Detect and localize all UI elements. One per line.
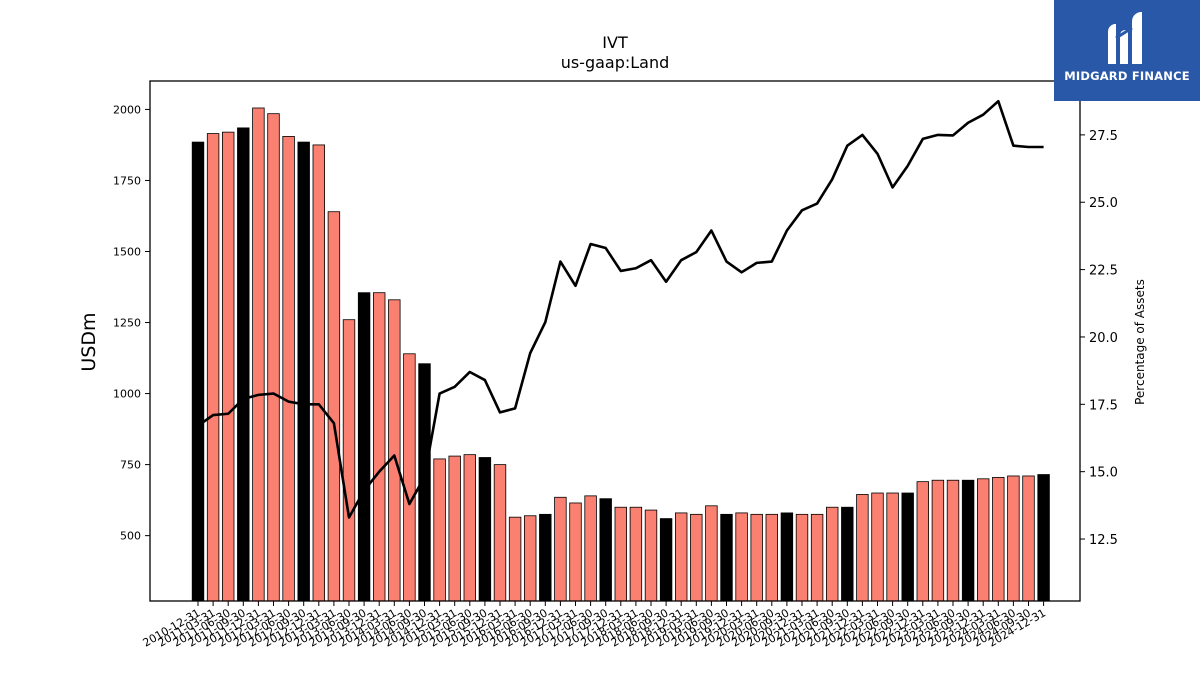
right-tick-label: 27.5 <box>1089 129 1118 144</box>
bar-2021-06-30 <box>826 506 839 602</box>
bar-2017-12-31 <box>614 506 628 602</box>
x-axis-ticks: 2010-12-312011-03-312011-06-302011-09-30… <box>141 601 1048 650</box>
bar-2016-06-30 <box>524 515 537 602</box>
bar-2018-09-30 <box>659 518 673 602</box>
chart-title: IVT <box>602 33 628 52</box>
left-tick-label: 1750 <box>113 174 141 187</box>
bar-2024-12-31 <box>1037 474 1050 602</box>
bar-2015-03-31 <box>448 455 461 602</box>
bar-2017-09-30 <box>599 498 612 602</box>
bar-2018-06-30 <box>644 509 658 602</box>
left-tick-label: 1500 <box>113 245 141 258</box>
bar-2022-09-30 <box>901 492 914 602</box>
chart-subtitle: us-gaap:Land <box>561 53 670 72</box>
bar-2012-09-30 <box>297 141 310 602</box>
bar-2020-12-31 <box>795 513 809 602</box>
left-tick-label: 500 <box>120 530 141 543</box>
left-tick-label: 2000 <box>113 103 141 116</box>
bar-2015-12-31 <box>493 464 507 602</box>
bar-2013-09-30 <box>357 292 371 602</box>
bar-2015-09-30 <box>478 457 492 602</box>
bar-2023-12-31 <box>977 478 990 602</box>
bar-2012-12-31 <box>312 144 326 602</box>
bar-2018-03-31 <box>629 506 643 602</box>
bar-2016-03-31 <box>508 516 522 602</box>
bar-2021-09-30 <box>841 506 854 602</box>
bar-2020-03-31 <box>750 513 763 602</box>
y2-axis-label: Percentage of Assets <box>1133 279 1147 405</box>
right-tick-label: 15.0 <box>1089 466 1118 481</box>
bar-2020-09-30 <box>780 512 794 602</box>
bar-2019-06-30 <box>705 505 718 602</box>
bar-2023-09-30 <box>961 479 975 602</box>
bar-2020-06-30 <box>765 513 779 602</box>
bar-2011-12-31 <box>252 107 265 602</box>
left-axis-ticks: 500 750 1000 1250 1500 1750 2000 <box>113 103 150 543</box>
right-tick-label: 17.5 <box>1089 398 1118 413</box>
bar-2016-12-31 <box>554 496 567 602</box>
left-tick-label: 1000 <box>113 388 141 401</box>
bar-2022-12-31 <box>916 481 930 602</box>
right-tick-label: 12.5 <box>1089 533 1118 548</box>
bar-2019-09-30 <box>720 513 733 602</box>
brand-name: MIDGARD FINANCE <box>1064 69 1190 83</box>
bar-2022-03-31 <box>871 492 884 602</box>
bar-2017-06-30 <box>584 495 597 602</box>
bar-2014-06-30 <box>403 353 416 602</box>
bar-2011-06-30 <box>221 131 235 602</box>
bar-2017-03-31 <box>569 502 582 602</box>
bar-2019-12-31 <box>735 512 748 602</box>
bar-2012-03-31 <box>267 113 280 602</box>
bar-2024-03-31 <box>992 476 1005 602</box>
bar-2015-06-30 <box>463 454 477 602</box>
bar-2016-09-30 <box>539 513 552 602</box>
bar-2013-03-31 <box>327 211 341 602</box>
bar-2010-12-31 <box>191 141 205 602</box>
bar-2013-06-30 <box>342 319 356 602</box>
bar-2023-03-31 <box>931 479 945 602</box>
left-tick-label: 750 <box>120 459 141 472</box>
brand-logo: MIDGARD FINANCE <box>1054 0 1200 101</box>
right-axis-ticks: 12.5 15.0 17.5 20.0 22.5 25.0 27.5 <box>1080 129 1118 548</box>
bar-2013-12-31 <box>372 292 386 602</box>
bar-2018-12-31 <box>675 512 688 602</box>
midgard-logo-icon <box>1108 12 1142 64</box>
right-tick-label: 25.0 <box>1089 196 1118 211</box>
bar-2024-06-30 <box>1007 475 1020 602</box>
right-tick-label: 22.5 <box>1089 264 1118 279</box>
bar-series <box>191 107 1050 602</box>
right-tick-label: 20.0 <box>1089 331 1118 346</box>
bar-2011-03-31 <box>206 133 220 602</box>
bar-2011-09-30 <box>237 127 250 602</box>
bar-2022-06-30 <box>886 492 899 602</box>
bar-2021-12-31 <box>856 494 869 602</box>
bar-2024-09-30 <box>1022 475 1035 602</box>
bar-2014-12-31 <box>433 458 446 602</box>
plot-frame <box>149 80 1081 602</box>
line-series <box>197 99 1044 519</box>
left-tick-label: 1250 <box>113 317 141 330</box>
bar-2023-06-30 <box>946 479 960 602</box>
percentage-line <box>197 99 1044 519</box>
bar-2019-03-31 <box>690 513 703 602</box>
bar-2014-03-31 <box>388 299 401 602</box>
bar-2021-03-31 <box>810 513 824 602</box>
bar-2012-06-30 <box>282 136 295 602</box>
y-axis-label: USDm <box>78 312 100 371</box>
